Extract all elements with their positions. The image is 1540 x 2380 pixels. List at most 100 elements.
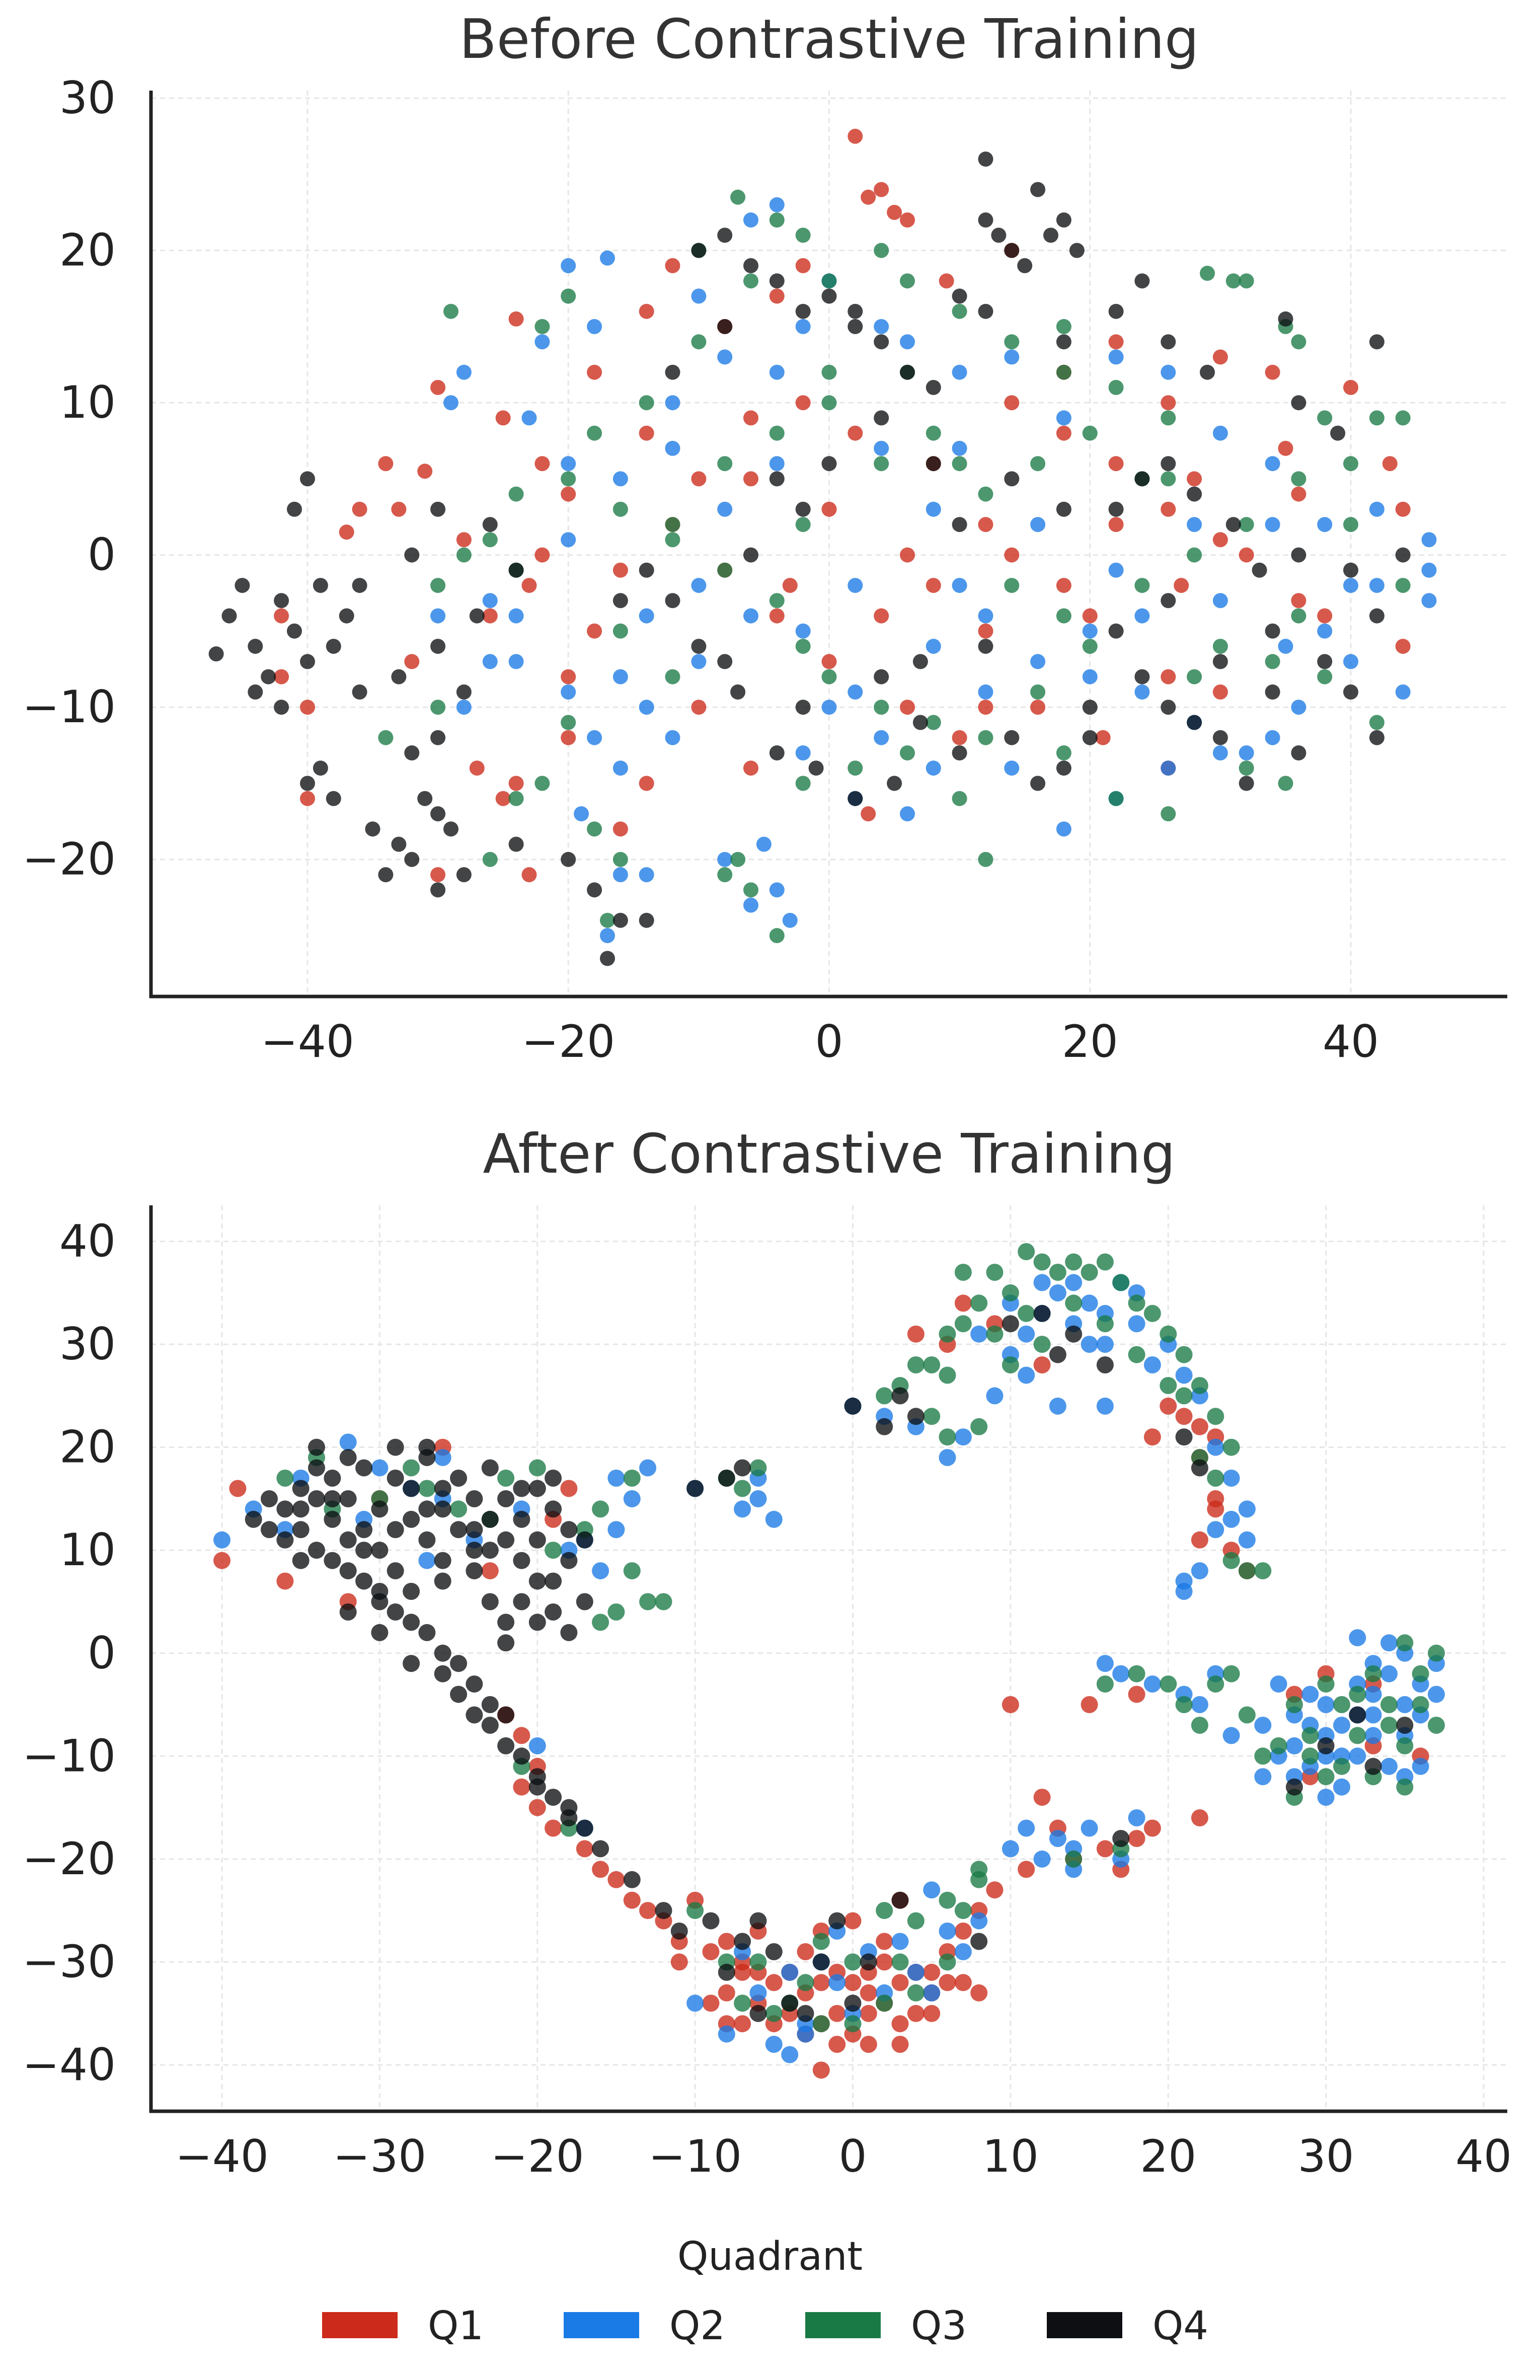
point-q4 [561, 852, 576, 867]
point-q4 [848, 319, 863, 334]
legend-label-q4: Q4 [1152, 2304, 1208, 2349]
point-q3 [1396, 1737, 1414, 1754]
point-q1 [743, 471, 758, 487]
point-q4 [308, 1542, 325, 1559]
legend-label-q2: Q2 [669, 2304, 725, 2349]
point-q4 [450, 1655, 468, 1672]
point-q4 [261, 1521, 278, 1539]
point-q1 [1128, 1830, 1145, 1847]
point-q2 [1301, 1685, 1319, 1703]
point-q2 [923, 1984, 941, 2002]
point-q2 [1134, 684, 1150, 700]
point-q1 [1291, 593, 1306, 608]
point-q1 [1395, 501, 1411, 517]
point-q2 [1239, 745, 1254, 760]
point-q4 [576, 1819, 593, 1837]
point-q4 [418, 1438, 436, 1456]
point-q2 [482, 654, 498, 669]
point-q4 [952, 745, 967, 760]
point-q4 [1065, 1325, 1083, 1343]
point-q2 [443, 395, 458, 411]
x-tick-label: 0 [839, 2130, 867, 2182]
point-q3 [954, 1315, 972, 1333]
legend-swatch-q4 [1047, 2312, 1122, 2338]
point-q1 [528, 1799, 546, 1816]
point-q4 [639, 562, 654, 578]
point-q1 [702, 1943, 720, 1960]
point-q3 [1128, 1346, 1145, 1363]
point-q2 [1380, 1665, 1398, 1682]
y-tick-label: 20 [59, 1421, 116, 1473]
point-q3 [1002, 1356, 1019, 1373]
point-q2 [795, 319, 811, 334]
point-q4 [743, 258, 758, 273]
point-q1 [718, 1933, 735, 1950]
point-q3 [954, 1264, 972, 1281]
point-q2 [1065, 1274, 1083, 1291]
point-q3 [923, 1408, 941, 1425]
point-q1 [734, 2015, 751, 2033]
point-q1 [887, 205, 902, 220]
point-q2 [1349, 1629, 1366, 1647]
point-q1 [891, 1974, 909, 1991]
point-q4 [404, 852, 420, 867]
point-q4 [691, 639, 707, 654]
point-q4 [952, 288, 967, 304]
point-q3 [730, 852, 746, 867]
point-q3 [1270, 1737, 1287, 1754]
point-q3 [769, 425, 785, 441]
point-q4 [821, 456, 837, 472]
point-q4 [481, 1696, 499, 1713]
point-q4 [313, 578, 328, 593]
point-q1 [1128, 1685, 1145, 1703]
point-q1 [612, 562, 628, 578]
point-q4 [1187, 486, 1202, 502]
point-q2 [612, 760, 628, 776]
point-q3 [612, 852, 628, 867]
point-q3 [1301, 1747, 1319, 1765]
point-q3 [1349, 1727, 1366, 1744]
point-q4 [497, 1737, 515, 1754]
point-q3 [1291, 608, 1306, 624]
point-q1 [1174, 578, 1189, 593]
point-q3 [1187, 669, 1202, 684]
point-q3 [1030, 456, 1046, 472]
point-q4 [769, 745, 785, 760]
point-q1 [1382, 456, 1398, 472]
point-q3 [430, 700, 446, 715]
point-q2 [434, 1449, 451, 1467]
point-q1 [848, 128, 863, 144]
point-q4 [623, 1871, 641, 1888]
point-q1 [1004, 395, 1020, 411]
point-q4 [274, 700, 289, 715]
point-q4 [978, 639, 993, 654]
point-q2 [954, 1943, 972, 1960]
point-q2 [482, 593, 498, 608]
point-q4 [639, 912, 654, 928]
point-q3 [1161, 806, 1176, 821]
point-q4 [248, 684, 263, 700]
point-q3 [1056, 745, 1071, 760]
point-q1 [521, 578, 537, 593]
point-q2 [765, 1510, 783, 1528]
point-q3 [482, 852, 498, 867]
point-q4 [1187, 715, 1202, 730]
point-q3 [749, 1953, 767, 1971]
point-q4 [560, 1552, 578, 1569]
point-q3 [497, 1470, 515, 1487]
point-q2 [1049, 1284, 1066, 1301]
point-q4 [466, 1706, 483, 1724]
point-q3 [1207, 1470, 1224, 1487]
point-q3 [1056, 364, 1071, 380]
point-q2 [795, 745, 811, 760]
point-q4 [978, 151, 993, 167]
point-q1 [1278, 440, 1293, 456]
point-q3 [769, 928, 785, 943]
point-q3 [403, 1459, 420, 1477]
point-q3 [1317, 1768, 1335, 1786]
point-q3 [686, 1902, 704, 1920]
point-q3 [970, 1871, 988, 1888]
point-q2 [418, 1552, 436, 1569]
point-q4 [545, 1500, 562, 1518]
point-q3 [1317, 669, 1333, 684]
